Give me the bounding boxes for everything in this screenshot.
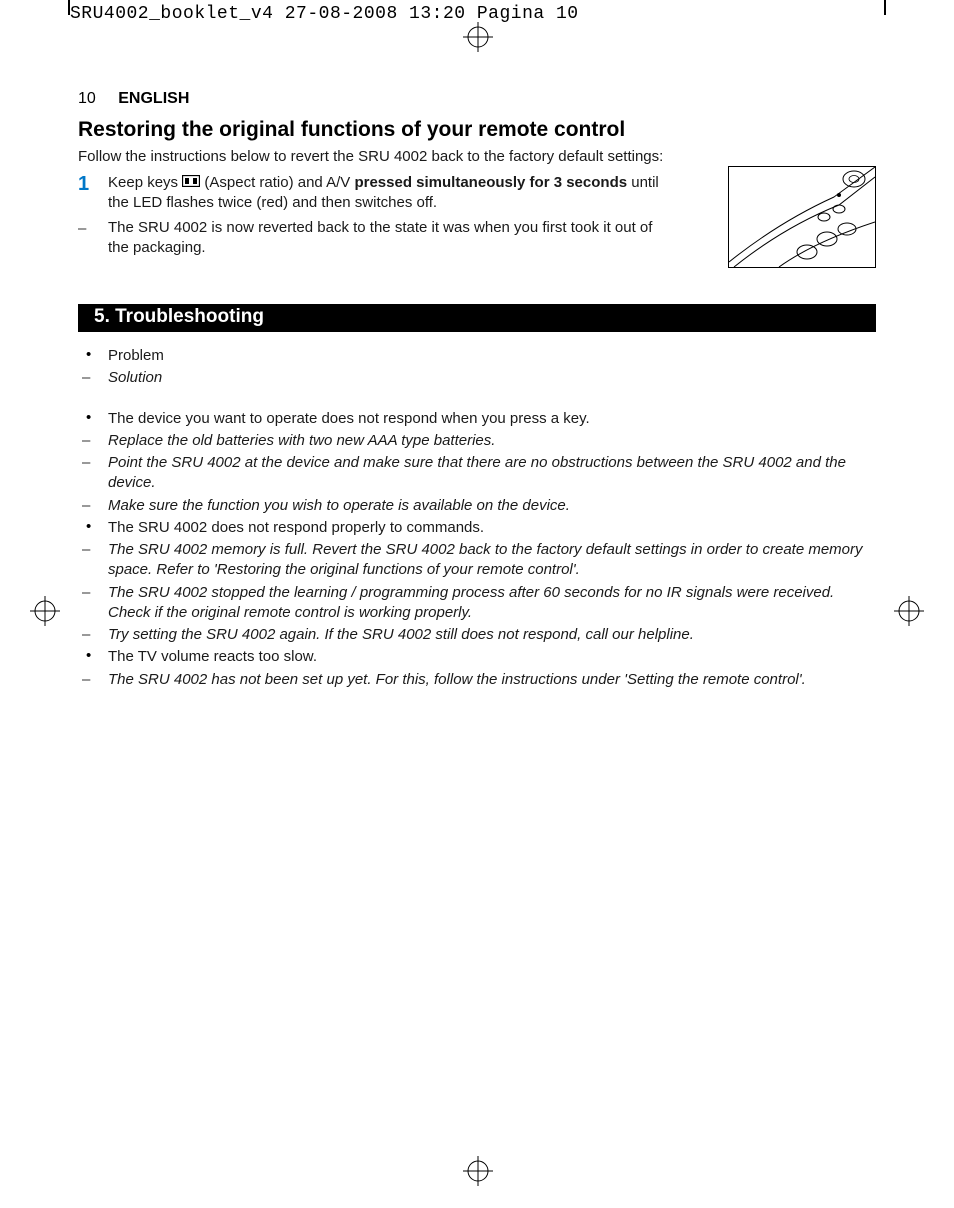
list-item: –Make sure the function you wish to oper…	[78, 496, 876, 516]
bullet-marker: •	[78, 647, 108, 664]
list-item: –Try setting the SRU 4002 again. If the …	[78, 625, 876, 645]
list-item-text: Point the SRU 4002 at the device and mak…	[108, 453, 876, 494]
list-item: –The SRU 4002 stopped the learning / pro…	[78, 583, 876, 624]
list-item: •The TV volume reacts too slow.	[78, 647, 876, 667]
bullet-marker: •	[78, 346, 108, 363]
list-item: –Point the SRU 4002 at the device and ma…	[78, 453, 876, 494]
list-item-text: Try setting the SRU 4002 again. If the S…	[108, 625, 694, 645]
list-item-text: Make sure the function you wish to opera…	[108, 496, 570, 516]
t: pressed simultaneously	[354, 174, 525, 191]
remote-illustration	[728, 166, 876, 268]
troubleshooting-list: •Problem–Solution•The device you want to…	[78, 346, 876, 690]
page-language: ENGLISH	[118, 90, 189, 107]
list-item-text: The device you want to operate does not …	[108, 409, 590, 429]
t: Keep keys	[108, 174, 182, 191]
dash-marker: –	[78, 625, 108, 643]
list-item: •The device you want to operate does not…	[78, 409, 876, 429]
dash-marker: –	[78, 496, 108, 514]
t: for 3 seconds	[530, 174, 628, 191]
dash-marker: –	[78, 431, 108, 449]
page-content: 10 ENGLISH Restoring the original functi…	[78, 90, 876, 692]
dash-marker: –	[78, 670, 108, 688]
page-number: 10	[78, 90, 96, 107]
list-item: –Replace the old batteries with two new …	[78, 431, 876, 451]
list-item-text: The SRU 4002 does not respond properly t…	[108, 518, 484, 538]
list-item-text: The SRU 4002 has not been set up yet. Fo…	[108, 670, 806, 690]
t: (Aspect ratio) and A/V	[200, 174, 354, 191]
bullet-marker: •	[78, 409, 108, 426]
dash-marker: –	[78, 368, 108, 386]
aspect-ratio-icon	[182, 173, 200, 193]
list-item: –The SRU 4002 memory is full. Revert the…	[78, 540, 876, 581]
page-header: 10 ENGLISH	[78, 90, 876, 108]
section-intro: Follow the instructions below to revert …	[78, 148, 876, 165]
list-item: –Solution	[78, 368, 876, 388]
list-item-text: The TV volume reacts too slow.	[108, 647, 317, 667]
dash-marker: –	[78, 453, 108, 471]
step-text: The SRU 4002 is now reverted back to the…	[108, 218, 663, 259]
registration-mark-icon	[30, 596, 60, 631]
registration-mark-icon	[894, 596, 924, 631]
section-title-restoring: Restoring the original functions of your…	[78, 118, 876, 142]
registration-mark-icon	[463, 1156, 493, 1191]
list-item: –The SRU 4002 has not been set up yet. F…	[78, 670, 876, 690]
dash-marker: –	[78, 540, 108, 558]
section-bar-troubleshooting: 5. Troubleshooting	[78, 304, 876, 332]
list-item-text: Replace the old batteries with two new A…	[108, 431, 495, 451]
registration-mark-icon	[463, 22, 493, 57]
print-header: SRU4002_booklet_v4 27-08-2008 13:20 Pagi…	[70, 4, 884, 24]
list-item: •Problem	[78, 346, 876, 366]
spacer	[78, 391, 876, 409]
list-item-text: Problem	[108, 346, 164, 366]
step-text: Keep keys (Aspect ratio) and A/V pressed…	[108, 173, 663, 214]
list-item-text: Solution	[108, 368, 162, 388]
list-item-text: The SRU 4002 memory is full. Revert the …	[108, 540, 876, 581]
list-item-text: The SRU 4002 stopped the learning / prog…	[108, 583, 876, 624]
dash-marker: –	[78, 583, 108, 601]
bullet-marker: •	[78, 518, 108, 535]
dash-marker: –	[78, 218, 108, 237]
step-number: 1	[78, 173, 108, 196]
crop-mark	[884, 0, 886, 15]
list-item: •The SRU 4002 does not respond properly …	[78, 518, 876, 538]
